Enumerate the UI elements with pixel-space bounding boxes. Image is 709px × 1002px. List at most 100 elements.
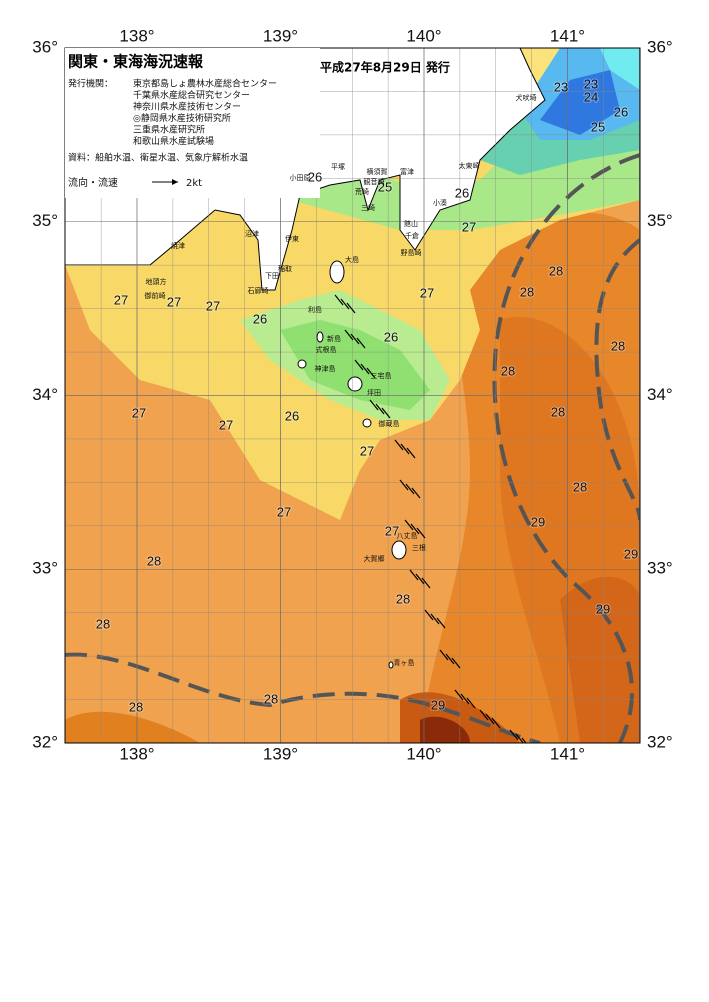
current-arrow [369,399,379,411]
lon-tick-label: 141° [550,26,585,45]
temperature-label: 26 [455,185,469,200]
temperature-label: 27 [132,405,146,420]
temperature-label: 27 [206,298,220,313]
temperature-label: 27 [360,443,374,458]
issue-date: 平成27年8月29日 発行 [320,60,450,75]
place-name: 三崎 [361,203,375,212]
lat-tick-label: 33° [647,559,673,578]
current-arrow [436,617,446,629]
lat-tick-label: 35° [32,211,58,230]
place-name: 小田原 [290,173,311,182]
temperature-label: 28 [611,338,625,353]
issuer-name: 三重県水産研究所 [133,124,205,136]
current-arrow [340,298,350,310]
current-arrow [399,479,409,491]
place-name: 大島 [345,255,359,264]
current-arrow [439,649,449,661]
place-name: 犬吠埼 [516,93,537,102]
temperature-label: 29 [596,601,610,616]
place-name: 地頭方 [146,277,167,286]
place-name: 大賀郷 [364,554,385,563]
legend-arrowhead [172,179,178,185]
temperature-label: 27 [167,294,181,309]
current-arrow [466,697,476,709]
current-arrow [485,713,495,725]
lon-tick-label: 140° [406,26,441,45]
temperature-label: 26 [614,104,628,119]
temperature-label: 27 [385,523,399,538]
temperature-label: 28 [551,404,565,419]
current-arrow [430,613,440,625]
place-name: 利島 [308,305,322,314]
issuers-label: 発行機関： [68,78,113,90]
current-arrow [405,483,415,495]
place-name: 八丈島 [397,531,418,540]
current-arrow [375,403,385,415]
current-arrow [344,329,354,341]
temperature-label: 24 [584,89,598,104]
lat-tick-label: 34° [647,385,673,404]
current-arrow [346,302,356,314]
lat-tick-label: 34° [32,385,58,404]
current-arrow [409,569,419,581]
place-name: 坪田 [367,389,381,397]
temperature-label: 23 [554,79,568,94]
temperature-label: 25 [378,179,392,194]
place-name: 神津島 [315,364,336,373]
place-name: 観音崎 [364,177,385,186]
header-box [65,48,320,198]
current-arrow [381,407,391,419]
place-name: 新島 [327,334,341,343]
place-name: 館山 [404,219,418,228]
lon-tick-label: 140° [406,744,441,763]
place-name: 太東崎 [459,161,480,170]
current-arrow [515,733,524,743]
temperature-label: 28 [520,284,534,299]
current-arrow [460,693,470,705]
issuer-name: 東京都島しょ農林水産総合センター [133,78,277,90]
place-name: 御蔵島 [379,419,400,428]
current-arrow [366,367,376,379]
current-arrow [356,337,366,349]
legend-label: 流向・流速 [68,176,118,189]
current-arrow [451,657,461,669]
temperature-label: 27 [420,285,434,300]
place-name: 石廊崎 [248,286,269,295]
map-frame [64,47,641,744]
temperature-label: 27 [219,417,233,432]
current-arrow [334,294,344,306]
current-arrow [424,609,434,621]
current-arrow [394,439,404,451]
current-arrow [350,333,360,345]
temperature-label: 29 [624,546,638,561]
current-arrow [509,729,519,741]
current-arrow [404,519,414,531]
lat-tick-label: 36° [32,37,58,56]
current-arrow [479,709,489,721]
place-name: 御前崎 [145,291,166,300]
temperature-label: 28 [147,553,161,568]
current-arrows [334,294,527,743]
place-name: 平塚 [331,162,345,171]
place-name: 伊東 [285,234,299,243]
place-name: 沼津 [245,229,259,238]
temperature-label: 28 [396,591,410,606]
place-name: 荒崎 [355,187,369,196]
legend-speed: 2kt [186,178,202,189]
place-name: 下田 [265,272,279,280]
temperature-label: 25 [591,119,605,134]
place-name: 千倉 [405,231,419,240]
place-name: 三根 [412,543,426,552]
temperature-label: 28 [501,363,515,378]
lon-tick-label: 138° [119,26,154,45]
temperature-label: 28 [264,691,278,706]
temperature-label: 28 [549,263,563,278]
temperature-label: 26 [285,408,299,423]
lon-tick-label: 139° [263,744,298,763]
temperature-label: 26 [308,169,322,184]
place-name: 横須賀 [367,167,388,176]
current-arrow [491,717,501,729]
lat-tick-label: 36° [647,37,673,56]
issuer-name: 神奈川県水産技術センター [133,101,241,113]
